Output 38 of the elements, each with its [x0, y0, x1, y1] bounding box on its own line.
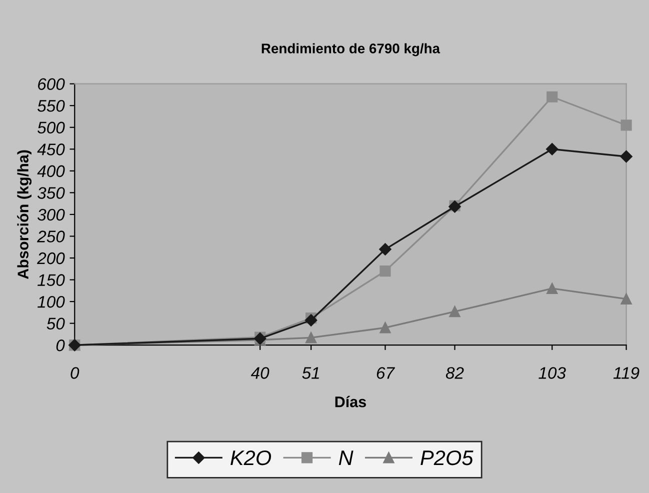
legend-label: K2O: [230, 450, 272, 466]
y-tick-label: 600: [38, 78, 65, 90]
point: [379, 243, 392, 256]
y-axis-title: Absorción (kg/ha): [17, 150, 32, 280]
point: [546, 91, 558, 102]
y-tick-label: 400: [37, 165, 65, 178]
x-tick-label: 119: [613, 367, 640, 379]
x-tick-label: 67: [376, 367, 396, 379]
y-tick-label: 300: [38, 208, 65, 221]
point: [380, 266, 391, 277]
y-tick-label: 350: [38, 187, 65, 199]
y-tick-label: 500: [37, 122, 65, 134]
y-tick-label: 250: [37, 230, 65, 242]
legend-label: N: [338, 450, 354, 465]
y-tick-label: 150: [38, 274, 65, 286]
point: [546, 143, 558, 156]
legend-label: P2O5: [420, 450, 474, 466]
x-axis-title: Días: [335, 396, 366, 408]
point: [620, 293, 632, 304]
y-tick-label: 50: [46, 318, 65, 330]
point: [304, 314, 318, 326]
y-tick-label: 450: [37, 144, 65, 156]
point: [620, 150, 632, 163]
point: [620, 120, 632, 131]
point: [546, 282, 558, 294]
point: [380, 322, 391, 334]
y-tick-label: 100: [38, 296, 65, 308]
y-tick-label: 0: [56, 340, 65, 352]
x-tick-label: 103: [538, 367, 566, 379]
y-tick-label: 550: [37, 100, 65, 112]
x-tick-label: 51: [302, 367, 319, 379]
x-tick-label: 0: [70, 367, 80, 379]
x-tick-label: 82: [446, 367, 464, 379]
point: [306, 332, 317, 344]
point: [449, 306, 460, 318]
y-tick-label: 200: [37, 252, 65, 264]
chart-title: Rendimiento de 6790 kg/ha: [262, 43, 440, 56]
x-tick-label: 40: [250, 367, 270, 379]
